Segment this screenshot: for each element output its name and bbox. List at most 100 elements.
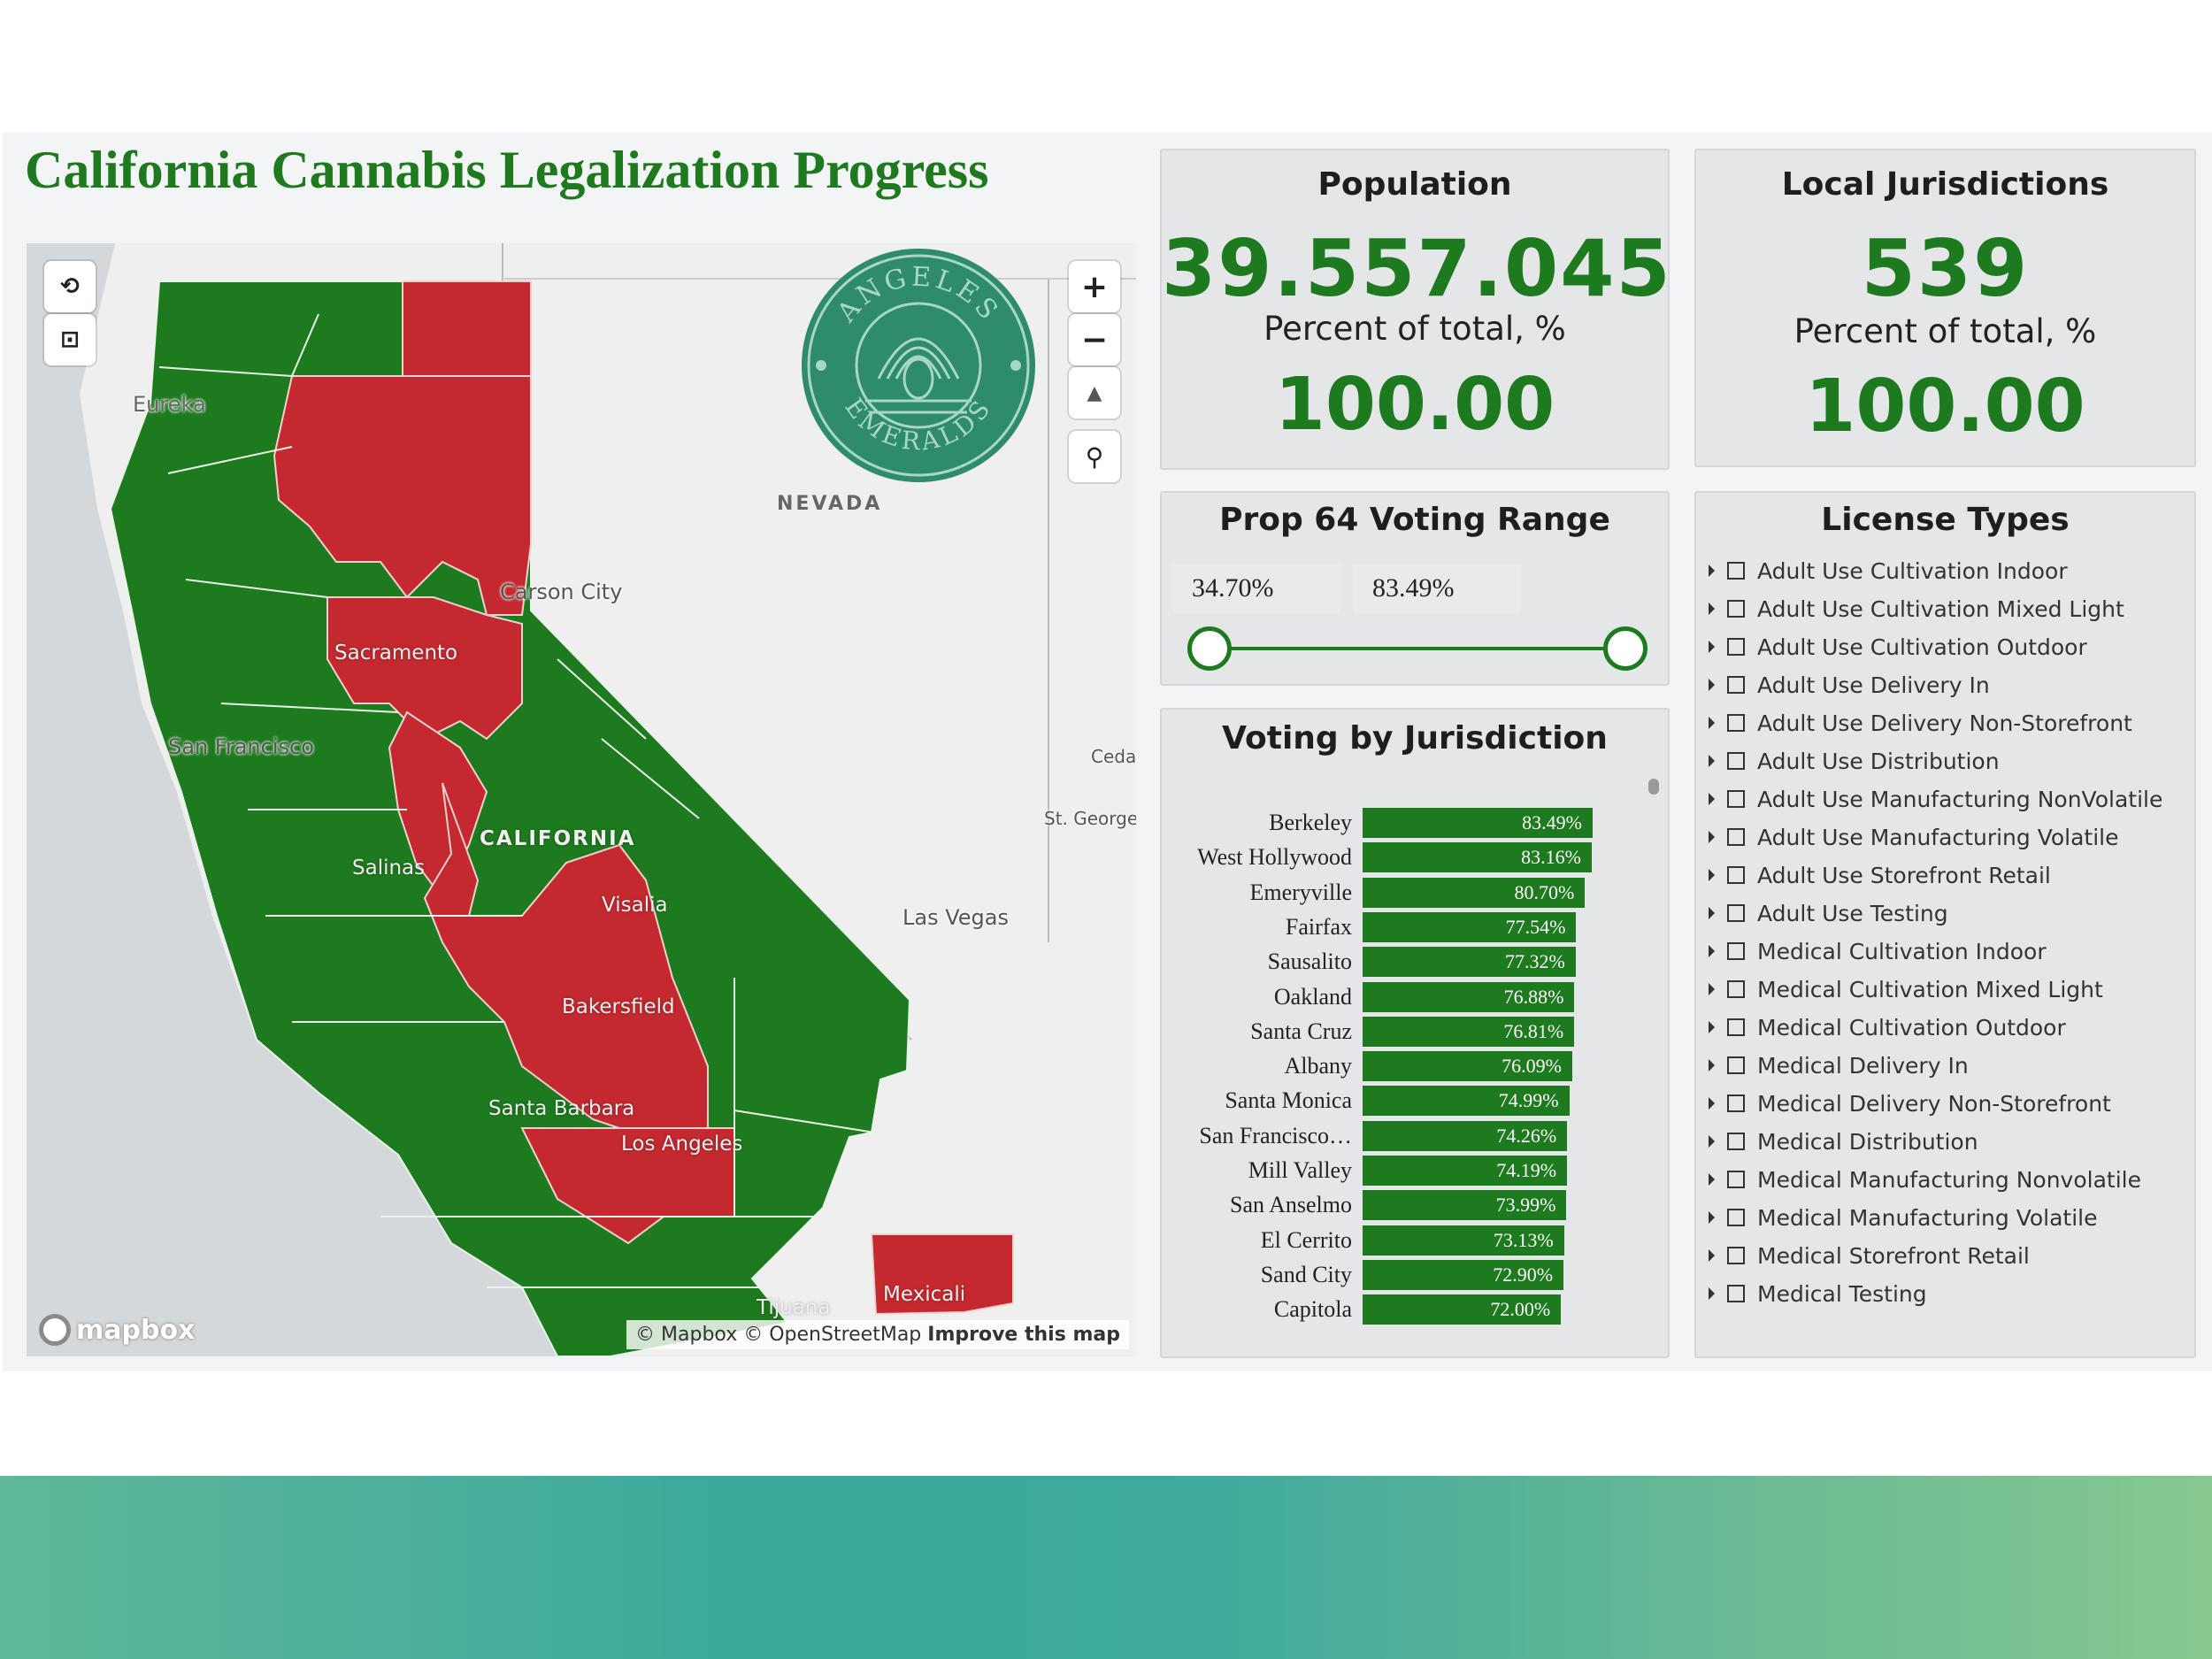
expand-caret-icon[interactable]	[1709, 907, 1715, 919]
license-type-item[interactable]: Adult Use Manufacturing NonVolatile	[1709, 783, 2162, 815]
license-type-item[interactable]: Adult Use Distribution	[1709, 745, 2000, 777]
zoom-out-button[interactable]: −	[1069, 314, 1120, 365]
bar-row[interactable]: San Anselmo 73.99%	[1162, 1189, 1657, 1221]
bar[interactable]: 76.88%	[1363, 981, 1575, 1012]
license-type-item[interactable]: Adult Use Testing	[1709, 897, 1948, 929]
license-type-item[interactable]: Medical Manufacturing Nonvolatile	[1709, 1164, 2141, 1195]
bar[interactable]: 72.90%	[1363, 1259, 1564, 1290]
expand-caret-icon[interactable]	[1709, 641, 1715, 653]
bar[interactable]: 74.99%	[1363, 1086, 1570, 1117]
license-type-checkbox[interactable]	[1727, 866, 1745, 884]
license-type-item[interactable]: Adult Use Delivery Non-Storefront	[1709, 707, 2132, 739]
license-type-item[interactable]: Adult Use Cultivation Indoor	[1709, 555, 2068, 587]
chart-scrollbar[interactable]	[1648, 779, 1659, 795]
bar[interactable]: 73.13%	[1363, 1225, 1564, 1256]
bar-row[interactable]: Capitola 72.00%	[1162, 1294, 1657, 1325]
map-search-button[interactable]: ⚲	[1069, 431, 1120, 482]
bar-row[interactable]: San Francisco… 74.26%	[1162, 1120, 1657, 1152]
license-type-checkbox[interactable]	[1727, 638, 1745, 656]
range-max-input[interactable]: 83.49%	[1353, 564, 1521, 613]
expand-caret-icon[interactable]	[1709, 1135, 1715, 1148]
license-type-checkbox[interactable]	[1727, 600, 1745, 618]
expand-caret-icon[interactable]	[1709, 1287, 1715, 1300]
expand-caret-icon[interactable]	[1709, 565, 1715, 577]
license-type-checkbox[interactable]	[1727, 828, 1745, 846]
bar-row[interactable]: Emeryville 80.70%	[1162, 877, 1657, 909]
expand-caret-icon[interactable]	[1709, 1059, 1715, 1071]
expand-caret-icon[interactable]	[1709, 1097, 1715, 1110]
expand-caret-icon[interactable]	[1709, 945, 1715, 957]
attribution-osm-link[interactable]: © OpenStreetMap	[743, 1324, 922, 1346]
license-type-item[interactable]: Medical Delivery In	[1709, 1049, 1969, 1081]
bar[interactable]: 73.99%	[1363, 1190, 1567, 1221]
license-type-checkbox[interactable]	[1727, 790, 1745, 808]
range-slider-min-handle[interactable]	[1187, 626, 1232, 671]
license-type-checkbox[interactable]	[1727, 752, 1745, 770]
bar-row[interactable]: Berkeley 83.49%	[1162, 807, 1657, 839]
bar-row[interactable]: West Hollywood 83.16%	[1162, 841, 1657, 873]
license-type-checkbox[interactable]	[1727, 1133, 1745, 1150]
license-type-item[interactable]: Adult Use Cultivation Mixed Light	[1709, 593, 2124, 625]
license-type-item[interactable]: Medical Cultivation Mixed Light	[1709, 973, 2103, 1005]
license-type-checkbox[interactable]	[1727, 1094, 1745, 1112]
expand-caret-icon[interactable]	[1709, 831, 1715, 843]
expand-caret-icon[interactable]	[1709, 1021, 1715, 1033]
license-type-item[interactable]: Medical Cultivation Indoor	[1709, 935, 2047, 967]
expand-caret-icon[interactable]	[1709, 983, 1715, 995]
attribution-mapbox-link[interactable]: © Mapbox	[635, 1324, 738, 1346]
license-type-checkbox[interactable]	[1727, 1056, 1745, 1074]
expand-caret-icon[interactable]	[1709, 1211, 1715, 1224]
license-type-checkbox[interactable]	[1727, 1018, 1745, 1036]
range-slider-track[interactable]	[1210, 647, 1625, 650]
bar-row[interactable]: Sausalito 77.32%	[1162, 946, 1657, 978]
license-type-checkbox[interactable]	[1727, 1285, 1745, 1302]
license-type-item[interactable]: Medical Manufacturing Volatile	[1709, 1202, 2098, 1233]
license-type-checkbox[interactable]	[1727, 904, 1745, 922]
expand-caret-icon[interactable]	[1709, 869, 1715, 881]
range-slider-max-handle[interactable]	[1603, 626, 1647, 671]
lasso-select-button[interactable]: ⟲	[44, 261, 96, 312]
bar-row[interactable]: Mill Valley 74.19%	[1162, 1155, 1657, 1187]
expand-caret-icon[interactable]	[1709, 1173, 1715, 1186]
bar-row[interactable]: Albany 76.09%	[1162, 1050, 1657, 1082]
compass-button[interactable]: ▲	[1069, 367, 1120, 419]
license-type-item[interactable]: Medical Delivery Non-Storefront	[1709, 1087, 2111, 1119]
expand-caret-icon[interactable]	[1709, 603, 1715, 615]
license-type-item[interactable]: Medical Testing	[1709, 1278, 1927, 1310]
license-type-item[interactable]: Adult Use Delivery In	[1709, 669, 1990, 701]
license-type-checkbox[interactable]	[1727, 562, 1745, 580]
license-type-item[interactable]: Medical Cultivation Outdoor	[1709, 1011, 2066, 1043]
bar[interactable]: 80.70%	[1363, 877, 1586, 908]
license-type-item[interactable]: Medical Storefront Retail	[1709, 1240, 2030, 1271]
bar[interactable]: 76.81%	[1363, 1016, 1575, 1047]
range-min-input[interactable]: 34.70%	[1172, 564, 1340, 613]
bar-row[interactable]: Oakland 76.88%	[1162, 981, 1657, 1013]
license-type-checkbox[interactable]	[1727, 1209, 1745, 1226]
zoom-in-button[interactable]: +	[1069, 261, 1120, 312]
license-type-checkbox[interactable]	[1727, 980, 1745, 998]
bar[interactable]: 83.16%	[1363, 842, 1592, 873]
improve-map-link[interactable]: Improve this map	[927, 1324, 1120, 1346]
license-type-checkbox[interactable]	[1727, 714, 1745, 732]
rect-select-button[interactable]: ⊡	[44, 314, 96, 365]
bar-row[interactable]: Fairfax 77.54%	[1162, 911, 1657, 943]
license-type-item[interactable]: Medical Distribution	[1709, 1125, 1978, 1157]
bar-row[interactable]: Sand City 72.90%	[1162, 1259, 1657, 1291]
bar-row[interactable]: El Cerrito 73.13%	[1162, 1225, 1657, 1256]
license-type-checkbox[interactable]	[1727, 1247, 1745, 1264]
license-type-checkbox[interactable]	[1727, 1171, 1745, 1188]
bar[interactable]: 76.09%	[1363, 1051, 1572, 1082]
license-type-item[interactable]: Adult Use Cultivation Outdoor	[1709, 631, 2087, 663]
bar-row[interactable]: Santa Monica 74.99%	[1162, 1085, 1657, 1117]
bar-row[interactable]: Santa Cruz 76.81%	[1162, 1016, 1657, 1048]
bar[interactable]: 77.32%	[1363, 947, 1576, 978]
bar[interactable]: 77.54%	[1363, 911, 1577, 942]
bar[interactable]: 83.49%	[1363, 808, 1593, 838]
license-type-item[interactable]: Adult Use Storefront Retail	[1709, 859, 2051, 891]
license-type-checkbox[interactable]	[1727, 676, 1745, 694]
expand-caret-icon[interactable]	[1709, 717, 1715, 729]
bar[interactable]: 74.19%	[1363, 1156, 1568, 1186]
bar[interactable]: 74.26%	[1363, 1120, 1568, 1151]
license-type-checkbox[interactable]	[1727, 942, 1745, 960]
expand-caret-icon[interactable]	[1709, 679, 1715, 691]
